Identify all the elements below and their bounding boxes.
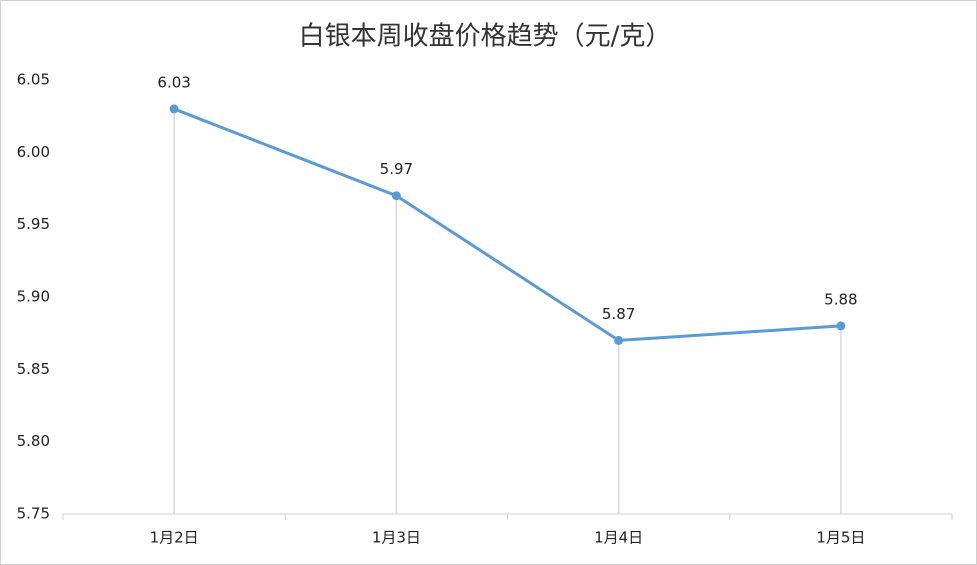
y-tick-label: 5.90 (17, 288, 50, 306)
y-tick-label: 6.05 (17, 71, 50, 89)
data-label: 6.03 (157, 73, 190, 91)
y-tick-label: 5.95 (17, 215, 50, 233)
data-label: 5.97 (380, 160, 413, 178)
x-tick-label: 1月5日 (816, 529, 865, 547)
series-line (173, 107, 841, 342)
x-tick-label: 1月3日 (372, 529, 421, 547)
data-point (614, 335, 624, 345)
y-tick-label: 5.75 (17, 505, 50, 523)
chart-title: 白银本周收盘价格趋势（元/克） (299, 22, 672, 52)
x-tick-label: 1月4日 (594, 529, 643, 547)
data-point (391, 191, 401, 201)
data-point (836, 321, 846, 331)
data-label: 5.87 (602, 305, 635, 323)
y-tick-label: 5.80 (17, 432, 50, 450)
data-label: 5.88 (824, 290, 857, 308)
y-tick-label: 6.00 (17, 143, 50, 161)
y-tick-label: 5.85 (17, 360, 50, 378)
x-tick-label: 1月2日 (150, 529, 199, 547)
data-point (169, 104, 179, 114)
